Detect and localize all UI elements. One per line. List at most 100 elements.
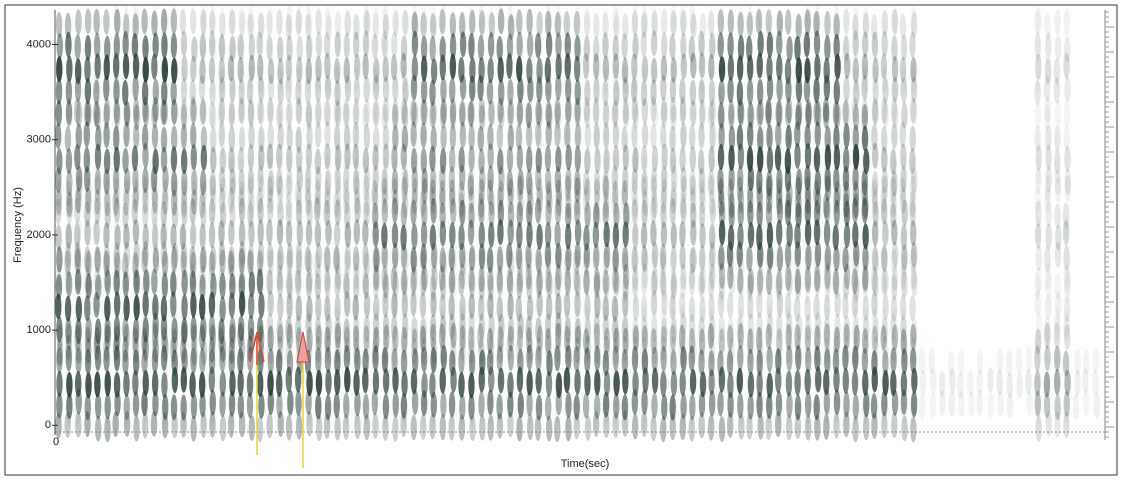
spectral-energy	[996, 369, 1002, 395]
background-energy	[622, 396, 628, 424]
background-energy	[526, 246, 532, 274]
background-energy	[651, 216, 657, 244]
spectral-energy	[1025, 369, 1031, 395]
spectral-energy	[834, 291, 840, 317]
background-energy	[354, 36, 360, 64]
background-energy	[670, 126, 676, 154]
background-energy	[114, 186, 120, 214]
background-energy	[786, 336, 792, 364]
background-energy	[238, 36, 244, 64]
spectral-energy	[699, 99, 705, 125]
background-energy	[229, 6, 235, 34]
spectral-energy	[526, 9, 532, 35]
background-energy	[162, 36, 168, 64]
background-energy	[718, 276, 724, 304]
spectral-energy	[919, 348, 925, 374]
spectral-energy	[1074, 370, 1080, 396]
background-energy	[373, 336, 379, 364]
background-energy	[805, 246, 811, 274]
background-energy	[66, 246, 72, 274]
background-energy	[555, 66, 561, 94]
background-energy	[75, 96, 81, 124]
background-energy	[594, 126, 600, 154]
spectral-energy	[1082, 368, 1088, 394]
background-energy	[152, 306, 158, 334]
background-energy	[430, 336, 436, 364]
background-energy	[440, 126, 446, 154]
spectral-energy	[171, 99, 177, 125]
background-energy	[574, 156, 580, 184]
background-energy	[766, 366, 772, 394]
background-energy	[526, 36, 532, 64]
background-energy	[296, 276, 302, 304]
background-energy	[747, 156, 753, 184]
background-energy	[75, 306, 81, 334]
background-energy	[584, 66, 590, 94]
spectral-energy	[585, 415, 591, 441]
background-energy	[334, 66, 340, 94]
spectral-energy	[833, 367, 839, 393]
background-energy	[382, 396, 388, 424]
background-energy	[488, 6, 494, 34]
background-energy	[757, 276, 763, 304]
background-energy	[459, 126, 465, 154]
background-energy	[507, 66, 513, 94]
background-energy	[709, 306, 715, 334]
background-energy	[853, 186, 859, 214]
background-energy	[891, 306, 897, 334]
background-energy	[757, 96, 763, 124]
spectral-energy	[776, 220, 782, 246]
spectral-energy	[1094, 393, 1100, 419]
background-energy	[440, 306, 446, 334]
background-energy	[843, 396, 849, 424]
background-energy	[56, 36, 62, 64]
background-energy	[363, 246, 369, 274]
background-energy	[478, 246, 484, 274]
background-energy	[862, 156, 868, 184]
background-energy	[229, 186, 235, 214]
background-energy	[286, 126, 292, 154]
background-energy	[267, 336, 273, 364]
spectral-energy	[460, 74, 466, 100]
spectral-energy	[863, 335, 869, 361]
background-energy	[718, 366, 724, 394]
background-energy	[277, 156, 283, 184]
background-energy	[430, 36, 436, 64]
spectral-energy	[103, 336, 109, 362]
background-energy	[306, 366, 312, 394]
background-energy	[344, 66, 350, 94]
background-energy	[882, 396, 888, 424]
spectral-energy	[440, 392, 446, 418]
spectral-energy	[1017, 372, 1023, 398]
background-energy	[123, 276, 129, 304]
background-energy	[94, 6, 100, 34]
spectral-energy	[143, 57, 149, 83]
background-energy	[757, 66, 763, 94]
background-energy	[229, 246, 235, 274]
background-energy	[574, 246, 580, 274]
spectral-energy	[151, 411, 157, 437]
background-energy	[795, 366, 801, 394]
background-energy	[651, 336, 657, 364]
background-energy	[430, 156, 436, 184]
spectral-energy	[1016, 348, 1022, 374]
background-energy	[478, 216, 484, 244]
background-energy	[277, 96, 283, 124]
background-energy	[392, 366, 398, 394]
background-energy	[114, 36, 120, 64]
spectral-energy	[306, 220, 312, 246]
background-energy	[181, 276, 187, 304]
spectral-energy	[1054, 369, 1060, 395]
background-energy	[421, 156, 427, 184]
spectral-energy	[777, 337, 783, 363]
background-energy	[248, 396, 254, 424]
background-energy	[190, 216, 196, 244]
background-energy	[94, 336, 100, 364]
background-energy	[238, 216, 244, 244]
x-axis-label: Time(sec)	[561, 458, 609, 470]
spectral-energy	[1045, 223, 1051, 249]
spectral-energy	[747, 101, 753, 127]
background-energy	[258, 306, 264, 334]
background-energy	[670, 336, 676, 364]
background-energy	[411, 66, 417, 94]
